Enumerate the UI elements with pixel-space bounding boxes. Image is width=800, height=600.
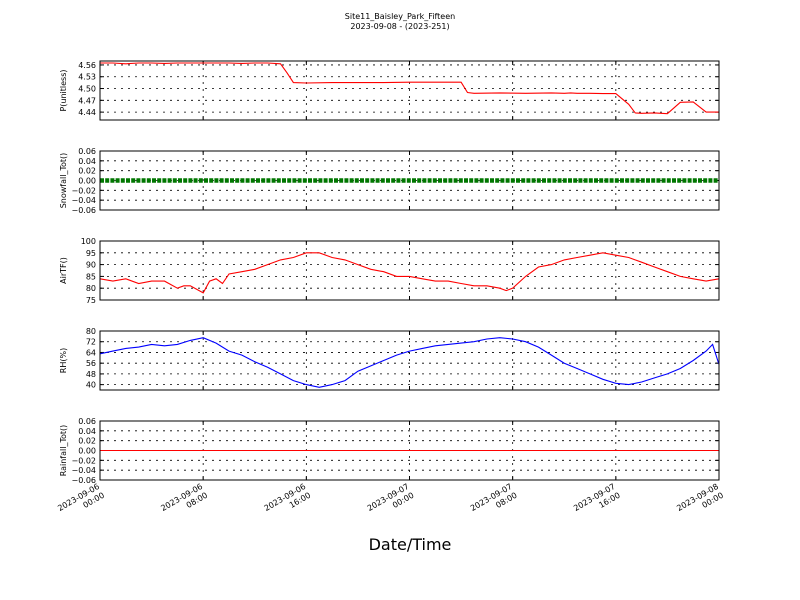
axes-frame [99, 60, 720, 121]
y-tick-label: 64 [86, 348, 96, 357]
x-tick-label: 2023-09-0616:00 [263, 482, 313, 522]
figure-title: Site11_Baisley_Park_Fifteen [345, 12, 455, 21]
y-tick-label: −0.04 [71, 196, 96, 205]
y-tick-label: 4.44 [78, 108, 96, 117]
x-tick-label: 2023-09-0608:00 [159, 482, 209, 522]
panels: 4.444.474.504.534.56P(unitless)−0.06−0.0… [59, 60, 720, 485]
y-tick-label: 0.02 [78, 167, 96, 176]
y-axis-label: Rainfall_Tot() [59, 425, 68, 477]
y-axis-label: Snowfall_Tot() [59, 153, 68, 209]
axes-frame [99, 150, 720, 211]
x-tick-label: 2023-09-0700:00 [366, 482, 416, 522]
y-tick-label: 100 [81, 237, 96, 246]
y-tick-label: 0.06 [78, 147, 96, 156]
figure-subtitle: 2023-09-08 - (2023-251) [350, 22, 449, 31]
x-tick-label: 2023-09-0716:00 [572, 482, 622, 522]
x-axis-label: Date/Time [369, 535, 452, 554]
y-axis-label: RH(%) [59, 348, 68, 373]
axes-frame [99, 330, 720, 391]
axes-frame [99, 240, 720, 301]
axes-frame [99, 420, 720, 481]
series-line [99, 252, 720, 294]
y-axis-label: AirTF() [59, 257, 68, 284]
y-tick-label: 80 [86, 284, 96, 293]
panel-2: −0.06−0.04−0.020.000.020.040.06 Snowfall_… [59, 147, 720, 215]
y-tick-label: 0.02 [78, 437, 96, 446]
y-tick-label: 75 [86, 296, 96, 305]
series-line [99, 337, 720, 388]
y-tick-label: −0.02 [71, 456, 96, 465]
y-tick-label: −0.06 [71, 476, 96, 485]
y-tick-label: 0.04 [78, 427, 96, 436]
y-tick-label: −0.04 [71, 466, 96, 475]
y-tick-label: 4.50 [78, 85, 96, 94]
panel-5: −0.06−0.04−0.020.000.020.040.06 Rainfall_… [59, 417, 720, 485]
y-tick-label: 80 [86, 327, 96, 336]
y-tick-label: 4.53 [78, 73, 96, 82]
y-tick-label: 0.06 [78, 417, 96, 426]
x-tick-labels: 2023-09-0600:00 2023-09-0608:00 2023-09-06… [56, 482, 725, 522]
y-tick-label: 72 [86, 338, 96, 347]
y-tick-label: 56 [86, 359, 96, 368]
x-tick-label: 2023-09-0600:00 [56, 482, 106, 522]
y-tick-label: 0.00 [78, 447, 96, 456]
y-tick-label: 90 [86, 261, 96, 270]
panel-3: 75 80 85 90 95 100 AirTF() [59, 237, 720, 305]
y-tick-label: 48 [86, 370, 96, 379]
y-tick-label: 0.00 [78, 177, 96, 186]
y-tick-label: 4.47 [78, 96, 96, 105]
y-tick-label: 0.04 [78, 157, 96, 166]
y-tick-label: −0.06 [71, 206, 96, 215]
y-tick-label: 95 [86, 249, 96, 258]
panel-1: 4.44 4.47 4.50 4.53 4.56 P(unitless) [59, 60, 720, 121]
y-tick-label: −0.02 [71, 186, 96, 195]
series-line [100, 62, 719, 115]
y-tick-label: 85 [86, 272, 96, 281]
x-tick-label: 2023-09-0800:00 [675, 482, 725, 522]
y-tick-label: 4.56 [78, 61, 96, 70]
x-tick-label: 2023-09-0708:00 [469, 482, 519, 522]
y-tick-label: 40 [86, 381, 96, 390]
y-axis-label: P(unitless) [59, 69, 68, 111]
